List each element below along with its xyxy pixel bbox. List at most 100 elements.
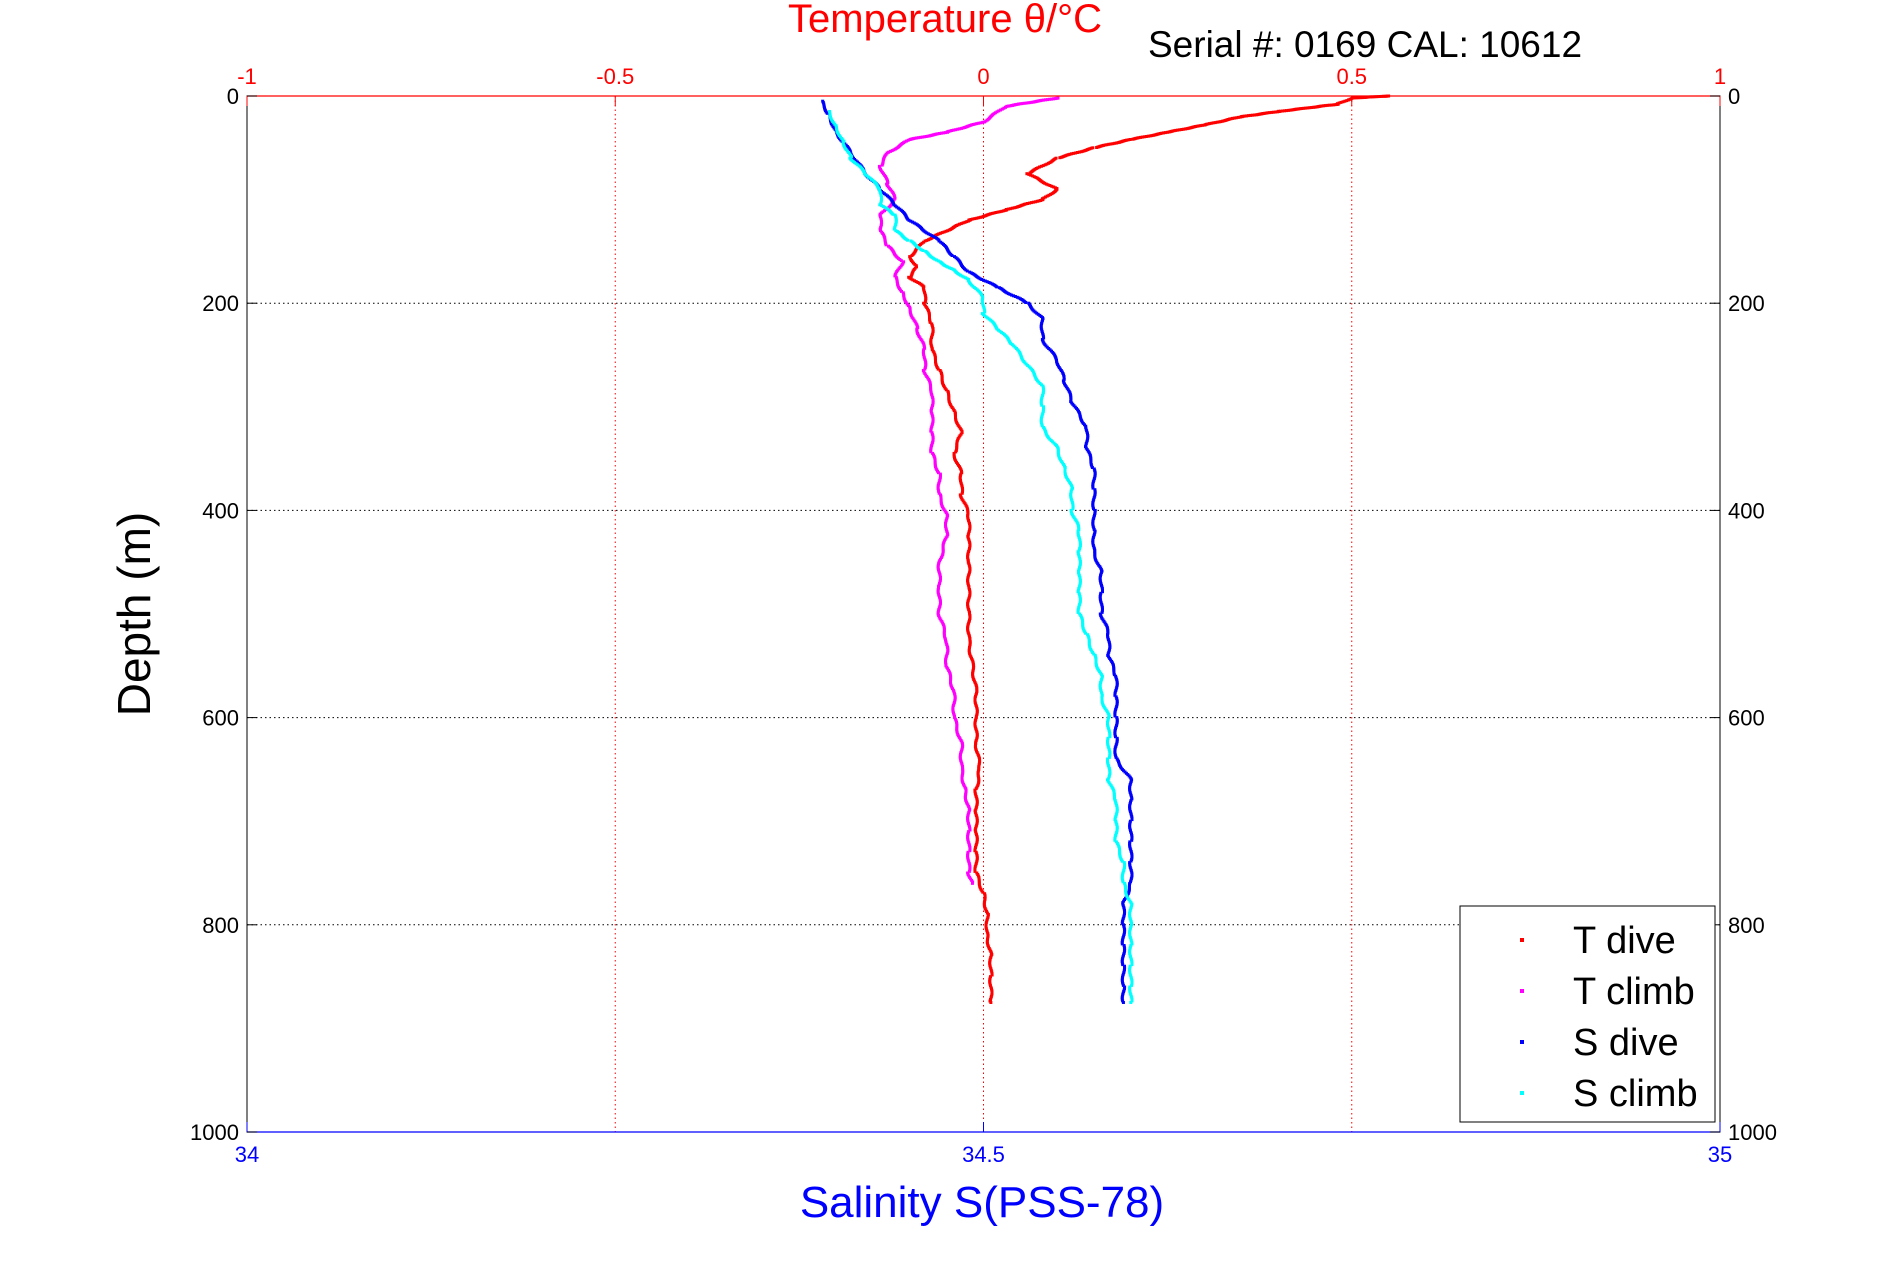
- data-point: [1115, 679, 1119, 683]
- data-point: [1123, 912, 1126, 916]
- legend-box: [1459, 905, 1716, 1123]
- data-point: [978, 757, 981, 761]
- data-point: [968, 270, 972, 274]
- data-point: [959, 222, 963, 226]
- data-point: [1113, 733, 1117, 737]
- data-point: [1099, 690, 1103, 694]
- data-point: [1122, 945, 1126, 949]
- data-point: [1002, 106, 1006, 110]
- data-point: [1078, 537, 1082, 541]
- data-point: [975, 798, 979, 802]
- data-point: [1120, 877, 1124, 881]
- data-point: [1107, 649, 1111, 653]
- legend-label: T dive: [1573, 920, 1676, 962]
- temperature-tick-label: 0.5: [1336, 64, 1367, 89]
- data-point: [1353, 96, 1357, 100]
- data-point: [941, 621, 945, 625]
- data-point: [1098, 593, 1102, 597]
- data-point: [966, 833, 970, 837]
- data-point: [1013, 295, 1017, 298]
- data-point: [943, 537, 947, 541]
- data-point: [1219, 120, 1223, 124]
- data-point: [894, 221, 898, 225]
- data-point: [944, 522, 947, 525]
- data-point: [1078, 566, 1081, 570]
- data-point: [879, 218, 883, 222]
- data-point: [1128, 842, 1132, 845]
- data-point: [1108, 735, 1112, 739]
- data-point: [929, 445, 933, 449]
- data-point: [968, 525, 972, 529]
- data-point: [974, 807, 978, 811]
- data-point: [1178, 128, 1182, 132]
- data-point: [984, 922, 988, 926]
- data-point: [1008, 292, 1012, 296]
- data-point: [1044, 195, 1047, 199]
- data-point: [1100, 606, 1104, 610]
- data-point: [931, 440, 935, 444]
- data-point: [1113, 746, 1117, 750]
- data-point: [1099, 687, 1102, 691]
- data-point: [975, 737, 979, 741]
- data-point: [1122, 861, 1126, 865]
- data-point: [1076, 532, 1080, 536]
- data-point: [1122, 971, 1126, 975]
- data-point: [1086, 432, 1089, 436]
- data-point: [939, 131, 943, 135]
- data-point: [1077, 571, 1080, 575]
- data-point: [1130, 854, 1134, 858]
- data-point: [1079, 150, 1083, 154]
- data-point: [1078, 582, 1082, 586]
- data-point: [1129, 993, 1133, 997]
- data-point: [1114, 821, 1118, 825]
- data-point: [914, 136, 918, 140]
- data-point: [966, 852, 970, 856]
- data-point: [1107, 639, 1111, 643]
- data-point: [1040, 397, 1044, 401]
- data-point: [1093, 531, 1097, 535]
- data-point: [925, 238, 929, 242]
- data-point: [1047, 161, 1050, 165]
- data-point: [1122, 867, 1126, 871]
- data-point: [1128, 821, 1132, 825]
- data-point: [936, 589, 940, 593]
- data-point: [967, 842, 971, 846]
- data-point: [912, 221, 916, 225]
- data-point: [908, 138, 912, 141]
- data-point: [1041, 334, 1045, 338]
- data-point: [1113, 711, 1117, 715]
- data-point: [1106, 634, 1110, 638]
- data-point: [988, 957, 992, 961]
- data-point: [930, 234, 934, 238]
- data-point: [1121, 956, 1125, 960]
- data-point: [1130, 902, 1134, 906]
- data-point: [1092, 477, 1096, 480]
- data-point: [983, 310, 987, 314]
- data-point: [1115, 703, 1119, 707]
- data-point: [981, 890, 985, 894]
- data-point: [1041, 318, 1044, 322]
- data-point: [963, 220, 967, 224]
- data-point: [1123, 929, 1127, 933]
- data-point: [1121, 982, 1125, 986]
- data-point: [960, 274, 964, 278]
- data-point: [1128, 789, 1132, 793]
- data-point: [975, 731, 979, 735]
- data-point: [1128, 787, 1132, 791]
- data-point: [960, 483, 964, 487]
- data-point: [954, 450, 958, 454]
- data-point: [1140, 135, 1144, 139]
- data-point: [1130, 977, 1134, 981]
- data-point: [937, 615, 941, 619]
- data-point: [966, 838, 970, 841]
- data-point: [964, 276, 968, 280]
- data-point: [1120, 859, 1124, 863]
- data-point: [966, 855, 970, 859]
- gridlines: [247, 96, 1720, 1132]
- data-point: [1128, 967, 1132, 971]
- data-point: [975, 834, 979, 838]
- data-point: [937, 491, 941, 495]
- data-point: [1085, 429, 1089, 433]
- data-point: [1092, 516, 1096, 520]
- data-point: [1040, 424, 1044, 428]
